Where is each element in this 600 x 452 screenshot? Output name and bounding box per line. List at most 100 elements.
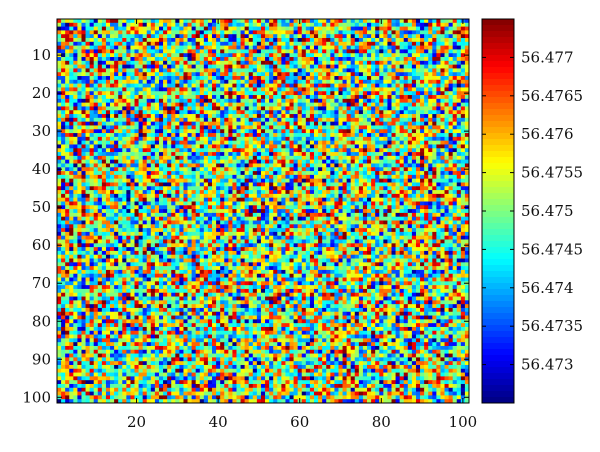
heatmap-cell [146, 72, 152, 77]
heatmap-cell [440, 117, 445, 122]
heatmap-cell [383, 22, 388, 27]
heatmap-cell [252, 79, 258, 84]
heatmap-cell [134, 114, 139, 119]
heatmap-cell [167, 91, 172, 96]
heatmap-cell [244, 38, 250, 43]
heatmap-cell [448, 95, 454, 100]
heatmap-cell [101, 38, 107, 43]
heatmap-cell [407, 182, 413, 187]
heatmap-cell [224, 197, 229, 202]
heatmap-cell [163, 22, 168, 27]
heatmap-cell [191, 95, 197, 100]
heatmap-cell [134, 30, 139, 35]
heatmap-cell [269, 38, 274, 43]
heatmap-cell [93, 64, 99, 69]
heatmap-cell [216, 68, 221, 73]
heatmap-cell [69, 49, 74, 54]
heatmap-cell [105, 205, 111, 210]
heatmap-cell [391, 155, 396, 161]
heatmap-cell [346, 60, 352, 65]
heatmap-cell [293, 60, 299, 65]
heatmap-cell [460, 182, 466, 187]
heatmap-cell [293, 114, 299, 119]
heatmap-cell [154, 182, 160, 187]
heatmap-cell [61, 125, 66, 130]
heatmap-cell [305, 152, 311, 157]
heatmap-cell [97, 22, 103, 27]
heatmap-cell [456, 167, 462, 172]
heatmap-cell [252, 49, 258, 54]
heatmap-cell [383, 87, 388, 92]
heatmap-cell [61, 102, 66, 107]
heatmap-cell [138, 95, 144, 100]
heatmap-cell [460, 136, 466, 142]
heatmap-cell [191, 178, 197, 183]
heatmap-cell [367, 182, 372, 187]
heatmap-cell [354, 79, 360, 84]
heatmap-cell [342, 53, 347, 58]
heatmap-cell [69, 117, 74, 122]
heatmap-cell [403, 57, 409, 62]
heatmap-cell [269, 110, 274, 115]
heatmap-cell [146, 87, 152, 92]
heatmap-cell [371, 178, 376, 183]
heatmap-cell [265, 76, 270, 81]
heatmap-cell [452, 60, 458, 65]
heatmap-cell [163, 178, 168, 183]
heatmap-cell [362, 83, 368, 88]
heatmap-cell [428, 53, 433, 58]
heatmap-cell [371, 49, 376, 54]
heatmap-cell [207, 53, 213, 58]
heatmap-cell [77, 205, 82, 210]
heatmap-cell [420, 148, 425, 153]
heatmap-cell [415, 57, 421, 62]
heatmap-cell [277, 19, 282, 24]
heatmap-cell [187, 114, 192, 119]
heatmap-cell [399, 22, 405, 27]
heatmap-cell [179, 72, 184, 77]
heatmap-cell [163, 79, 168, 84]
heatmap-cell [93, 201, 99, 206]
heatmap-cell [154, 159, 160, 164]
heatmap-cell [326, 110, 331, 115]
heatmap-cell [301, 121, 307, 126]
heatmap-cell [420, 19, 425, 24]
heatmap-cell [122, 22, 127, 27]
heatmap-cell [220, 205, 225, 210]
heatmap-cell [158, 53, 164, 58]
heatmap-cell [110, 159, 115, 164]
heatmap-cell [456, 110, 462, 115]
heatmap-cell [265, 91, 270, 96]
heatmap-cell [265, 30, 270, 35]
heatmap-cell [248, 201, 254, 206]
heatmap-cell [424, 117, 429, 122]
heatmap-cell [150, 41, 156, 46]
heatmap-cell [367, 87, 372, 92]
heatmap-cell [415, 110, 421, 115]
heatmap-cell [232, 41, 237, 46]
heatmap-cell [444, 30, 449, 35]
heatmap-cell [281, 106, 286, 111]
heatmap-cell [420, 98, 425, 103]
heatmap-cell [301, 49, 307, 54]
heatmap-cell [118, 72, 123, 77]
heatmap-cell [236, 155, 241, 161]
heatmap-cell [175, 68, 180, 73]
heatmap-cell [175, 95, 180, 100]
heatmap-cell [403, 79, 409, 84]
heatmap-cell [85, 140, 90, 145]
heatmap-cell [216, 171, 221, 176]
heatmap-cell [387, 182, 392, 187]
heatmap-cell [452, 34, 458, 39]
heatmap-cell [73, 41, 78, 46]
heatmap-cell [326, 152, 331, 157]
heatmap-cell [375, 106, 380, 111]
heatmap-cell [464, 178, 470, 183]
heatmap-cell [256, 178, 262, 183]
heatmap-cell [342, 110, 347, 115]
heatmap-cell [440, 83, 445, 88]
heatmap-cell [448, 87, 454, 92]
heatmap-cell [350, 197, 356, 202]
heatmap-cell [244, 144, 250, 149]
heatmap-cell [436, 72, 441, 77]
